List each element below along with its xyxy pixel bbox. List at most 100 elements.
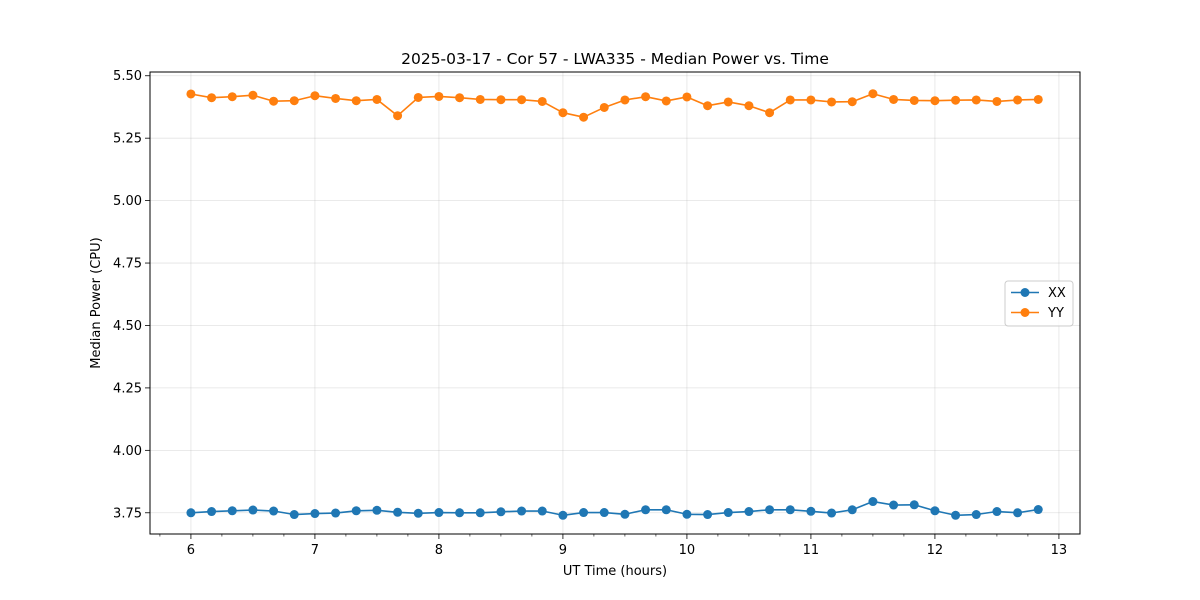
data-point-xx <box>785 505 795 515</box>
data-point-yy <box>475 94 485 104</box>
data-point-xx <box>186 508 196 518</box>
data-point-xx <box>992 507 1002 517</box>
x-tick-label: 12 <box>927 543 944 558</box>
data-point-yy <box>496 95 506 105</box>
y-tick-label: 4.00 <box>113 444 142 459</box>
x-tick-label: 11 <box>803 543 820 558</box>
data-point-xx <box>351 506 361 516</box>
data-point-yy <box>537 96 547 106</box>
data-point-yy <box>351 96 361 106</box>
data-point-yy <box>455 93 465 103</box>
data-point-yy <box>579 112 589 122</box>
legend-label-yy: YY <box>1047 306 1064 321</box>
data-point-yy <box>186 89 196 99</box>
data-point-yy <box>889 94 899 104</box>
data-point-yy <box>413 92 423 102</box>
x-tick-label: 13 <box>1051 543 1068 558</box>
data-point-yy <box>269 96 279 106</box>
data-point-yy <box>248 90 258 100</box>
data-point-yy <box>331 93 341 103</box>
data-point-xx <box>413 508 423 518</box>
series-layer <box>186 89 1043 520</box>
data-point-xx <box>372 505 382 515</box>
x-tick-label: 9 <box>559 543 567 558</box>
data-point-yy <box>868 89 878 99</box>
y-tick-label: 4.25 <box>113 381 142 396</box>
data-point-xx <box>227 506 237 516</box>
data-point-xx <box>703 510 713 520</box>
y-tick-label: 3.75 <box>113 506 142 521</box>
data-point-xx <box>620 509 630 519</box>
data-point-xx <box>393 507 403 517</box>
data-point-xx <box>951 510 961 520</box>
data-point-yy <box>517 95 527 105</box>
legend: XX YY <box>1004 280 1074 327</box>
legend-label-xx: XX <box>1048 286 1066 301</box>
data-point-xx <box>930 506 940 516</box>
data-point-xx <box>455 508 465 518</box>
x-tick-label: 8 <box>435 543 443 558</box>
data-point-xx <box>1013 508 1023 518</box>
data-point-xx <box>558 510 568 520</box>
data-point-xx <box>579 508 589 518</box>
data-point-yy <box>703 101 713 111</box>
x-tick-label: 6 <box>187 543 195 558</box>
data-point-yy <box>620 95 630 105</box>
data-point-xx <box>248 505 258 515</box>
data-point-xx <box>971 510 981 520</box>
data-point-xx <box>641 505 651 515</box>
data-point-xx <box>599 508 609 518</box>
data-point-yy <box>951 95 961 105</box>
data-point-yy <box>930 96 940 106</box>
data-point-xx <box>682 509 692 519</box>
data-point-yy <box>971 95 981 105</box>
data-point-xx <box>1033 505 1043 515</box>
data-point-yy <box>227 92 237 102</box>
data-point-yy <box>723 97 733 107</box>
y-tick-label: 5.50 <box>113 69 142 84</box>
x-tick-label: 7 <box>311 543 319 558</box>
data-point-yy <box>641 92 651 102</box>
data-point-xx <box>517 506 527 516</box>
data-point-xx <box>331 508 341 518</box>
plot-frame <box>149 71 1081 535</box>
data-point-yy <box>682 92 692 102</box>
grid <box>150 72 1080 534</box>
data-point-xx <box>207 507 217 517</box>
data-point-yy <box>599 102 609 112</box>
data-point-yy <box>765 108 775 118</box>
data-point-xx <box>744 507 754 517</box>
data-point-yy <box>434 91 444 101</box>
x-axis-label: UT Time (hours) <box>563 564 667 579</box>
data-point-xx <box>847 505 857 515</box>
data-point-yy <box>310 91 320 101</box>
data-point-xx <box>909 500 919 510</box>
data-point-xx <box>661 505 671 515</box>
data-point-yy <box>1033 94 1043 104</box>
data-point-yy <box>992 96 1002 106</box>
data-point-xx <box>434 508 444 518</box>
y-axis-label: Median Power (CPU) <box>89 237 104 368</box>
data-point-xx <box>537 506 547 516</box>
data-point-xx <box>496 507 506 517</box>
data-point-xx <box>765 505 775 515</box>
data-point-xx <box>889 500 899 510</box>
data-point-yy <box>289 96 299 106</box>
x-tick-label: 10 <box>679 543 696 558</box>
y-tick-label: 4.75 <box>113 257 142 272</box>
data-point-xx <box>475 508 485 518</box>
data-point-yy <box>909 95 919 105</box>
data-point-xx <box>868 497 878 507</box>
data-point-yy <box>372 94 382 104</box>
data-point-xx <box>806 506 816 516</box>
legend-marker-xx <box>1020 288 1030 297</box>
y-tick-label: 4.50 <box>113 319 142 334</box>
data-point-yy <box>827 97 837 107</box>
legend-marker-yy <box>1020 308 1030 317</box>
data-point-xx <box>269 506 279 516</box>
axes: 6 7 8 9 10 11 12 13 3.75 4.00 4.25 4.50 4.75 5.00 5.25… <box>113 69 1067 558</box>
data-point-xx <box>827 508 837 518</box>
data-point-xx <box>723 508 733 518</box>
data-point-yy <box>558 108 568 118</box>
